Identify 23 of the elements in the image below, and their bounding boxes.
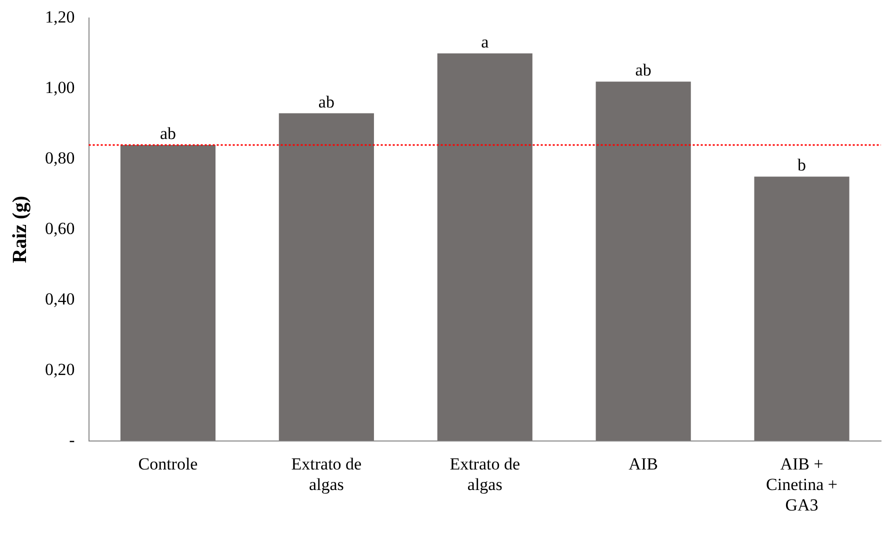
x-tick-label: AIB + Cinetina + GA3 xyxy=(766,454,838,514)
y-tick-label: 1,00 xyxy=(45,78,75,98)
y-axis-title: Raiz (g) xyxy=(9,196,32,264)
bar xyxy=(596,82,691,441)
y-tick-label: 0,40 xyxy=(45,289,75,308)
bar xyxy=(754,176,850,441)
x-tick-label: AIB xyxy=(628,454,658,474)
y-tick-label: 1,20 xyxy=(45,8,75,27)
y-tick-label: 0,20 xyxy=(45,360,75,379)
bar xyxy=(278,113,374,441)
x-tick-label: Extrato de algas xyxy=(291,454,362,494)
bar xyxy=(120,144,216,441)
data-label: ab xyxy=(160,124,176,143)
data-label: ab xyxy=(318,92,334,112)
y-tick-label: - xyxy=(69,430,76,450)
bar xyxy=(437,53,532,441)
data-label: a xyxy=(481,32,490,52)
y-tick-label: 0,80 xyxy=(45,148,75,168)
y-tick-label: 0,60 xyxy=(45,218,75,238)
data-label: ab xyxy=(635,60,652,80)
x-tick-label: Controle xyxy=(138,454,198,474)
data-label: b xyxy=(798,156,806,175)
x-tick-label: Extrato de algas xyxy=(450,454,520,494)
